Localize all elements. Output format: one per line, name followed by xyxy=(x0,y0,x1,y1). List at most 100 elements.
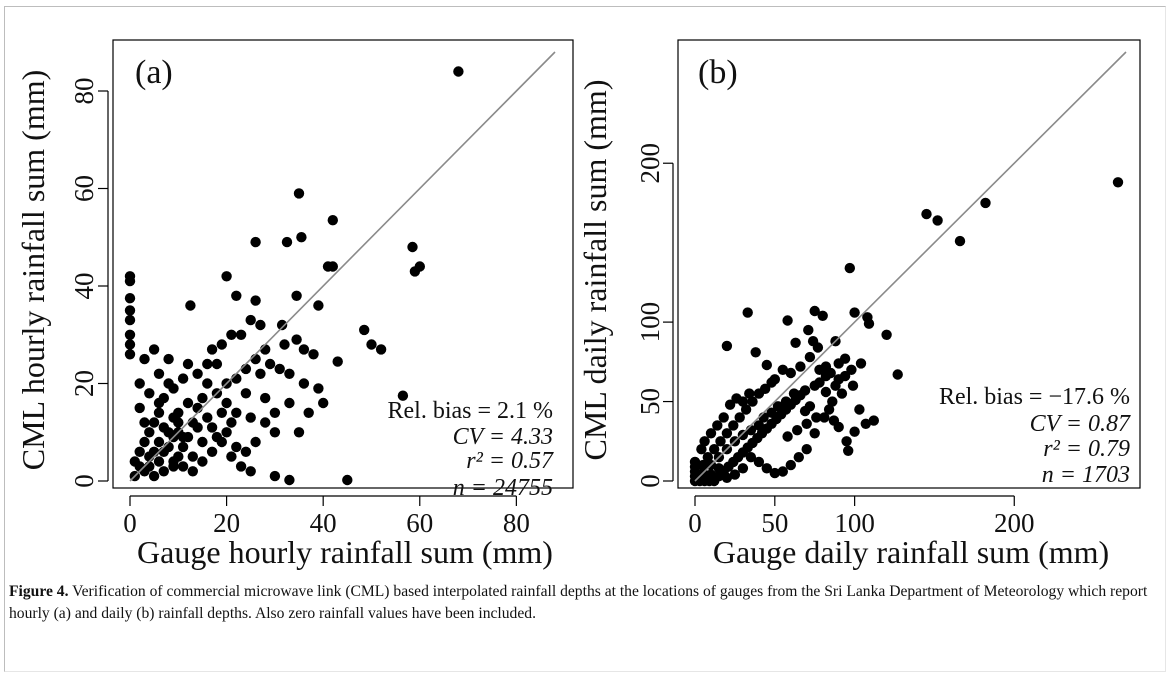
x-tick-label: 50 xyxy=(761,508,788,538)
data-point xyxy=(863,318,875,329)
data-point xyxy=(753,420,765,431)
y-tick-label: 50 xyxy=(635,388,665,415)
stat-rel-bias: Rel. bias = −17.6 % xyxy=(939,384,1130,410)
data-point xyxy=(245,466,256,477)
stat-rel-bias: Rel. bias = 2.1 % xyxy=(387,398,553,424)
data-point xyxy=(153,456,165,467)
data-point xyxy=(327,215,338,226)
y-tick-label: 40 xyxy=(69,273,99,300)
data-point xyxy=(809,305,820,317)
data-point xyxy=(817,310,828,321)
data-point xyxy=(839,353,851,364)
plot-box xyxy=(112,39,574,489)
data-point xyxy=(308,349,319,360)
data-point xyxy=(226,451,237,462)
data-point xyxy=(221,397,232,409)
data-point xyxy=(124,275,136,287)
data-point xyxy=(812,342,824,353)
data-point xyxy=(231,441,242,453)
data-point xyxy=(833,421,844,433)
data-point xyxy=(836,388,848,399)
data-point xyxy=(712,420,723,431)
data-point xyxy=(699,436,710,447)
data-point xyxy=(713,463,725,474)
data-point xyxy=(153,436,165,448)
data-points xyxy=(689,177,1124,487)
data-point xyxy=(804,401,816,412)
data-point xyxy=(793,452,804,463)
data-point xyxy=(819,412,830,423)
data-point xyxy=(148,470,160,482)
data-point xyxy=(206,344,218,355)
data-point xyxy=(235,329,247,340)
data-point xyxy=(841,436,852,447)
data-point xyxy=(298,378,310,389)
data-point xyxy=(158,422,169,433)
caption-label: Figure 4. xyxy=(9,583,69,600)
data-point xyxy=(168,412,179,423)
data-point xyxy=(740,404,752,415)
data-point xyxy=(747,396,758,407)
data-point xyxy=(206,446,218,457)
data-point xyxy=(761,463,772,474)
data-point xyxy=(221,427,232,438)
data-point xyxy=(980,197,991,209)
data-point xyxy=(153,368,165,379)
data-point xyxy=(182,358,194,370)
stat-r2: r² = 0.79 xyxy=(1043,436,1130,462)
data-point xyxy=(124,339,136,350)
data-point xyxy=(849,426,860,437)
data-point xyxy=(823,404,835,415)
data-point xyxy=(231,407,242,418)
data-point xyxy=(255,319,266,331)
data-point xyxy=(844,262,855,274)
data-points xyxy=(124,66,464,486)
data-point xyxy=(284,474,295,486)
data-point xyxy=(202,378,213,389)
data-point xyxy=(260,417,271,428)
data-point xyxy=(814,377,825,388)
data-point xyxy=(235,461,247,472)
x-axis-title: Gauge hourly rainfall sum (mm) xyxy=(137,534,553,570)
data-point xyxy=(820,386,832,398)
data-point xyxy=(854,404,865,415)
data-point xyxy=(221,271,232,282)
data-point xyxy=(785,367,796,379)
data-point xyxy=(795,390,806,401)
x-tick-label: 0 xyxy=(688,508,702,538)
data-point xyxy=(177,461,189,472)
data-point xyxy=(124,329,136,340)
data-point xyxy=(715,436,726,447)
data-point xyxy=(705,428,717,439)
data-point xyxy=(814,364,825,375)
data-point xyxy=(177,373,189,384)
data-point xyxy=(750,347,761,358)
data-point xyxy=(453,66,464,77)
data-point xyxy=(892,369,903,380)
data-point xyxy=(163,441,174,453)
data-point xyxy=(801,444,812,455)
y-tick-label: 60 xyxy=(69,175,99,202)
data-point xyxy=(313,300,324,311)
figure-frame xyxy=(4,6,1166,672)
data-point xyxy=(721,428,733,439)
data-point xyxy=(795,361,806,372)
data-point xyxy=(211,431,223,443)
data-point xyxy=(260,344,271,355)
data-point xyxy=(327,261,338,272)
data-point xyxy=(705,469,717,480)
data-point xyxy=(206,422,218,433)
data-point xyxy=(124,349,136,360)
data-point xyxy=(811,412,822,423)
data-point xyxy=(342,474,353,486)
data-point xyxy=(250,353,261,365)
data-point xyxy=(760,383,771,394)
data-point xyxy=(153,397,165,409)
data-point xyxy=(144,461,155,472)
data-point xyxy=(709,444,720,455)
data-point xyxy=(148,344,160,355)
data-point xyxy=(197,456,208,467)
data-point xyxy=(721,472,733,483)
